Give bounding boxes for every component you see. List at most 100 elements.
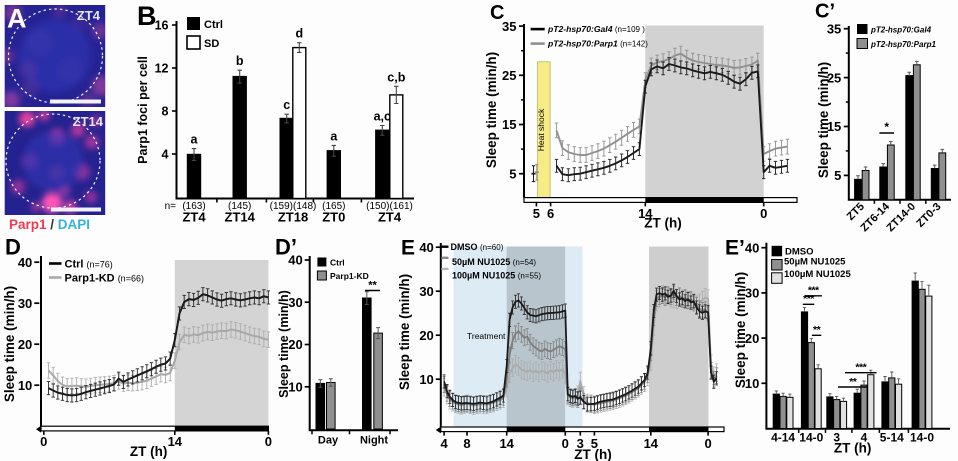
svg-text:20: 20	[288, 337, 302, 352]
svg-text:30: 30	[745, 286, 759, 301]
svg-text:ZT14: ZT14	[225, 210, 256, 225]
svg-text:DMSO (n=60): DMSO (n=60)	[451, 242, 504, 252]
svg-text:50µM NU1025 (n=54): 50µM NU1025 (n=54)	[452, 257, 536, 267]
svg-text:20: 20	[18, 337, 32, 352]
svg-text:***: ***	[808, 285, 820, 297]
svg-text:Parp1-KD (n=66): Parp1-KD (n=66)	[65, 273, 144, 285]
svg-text:(150)(161): (150)(161)	[366, 201, 413, 212]
svg-text:10: 10	[18, 378, 32, 393]
svg-text:40: 40	[18, 255, 32, 270]
svg-text:5: 5	[509, 166, 516, 181]
svg-text:ZT (h): ZT (h)	[644, 216, 681, 231]
svg-text:**: **	[368, 280, 377, 292]
svg-text:35: 35	[502, 19, 516, 34]
svg-text:Sleep time (min/h): Sleep time (min/h)	[277, 290, 291, 398]
svg-text:**: **	[813, 324, 822, 336]
svg-text:50µM NU1025: 50µM NU1025	[784, 257, 846, 268]
svg-text:***: ***	[855, 362, 867, 374]
svg-text:40: 40	[745, 240, 759, 255]
svg-text:0: 0	[760, 206, 767, 221]
svg-text:c: c	[283, 98, 290, 112]
svg-text:(145): (145)	[228, 201, 251, 212]
svg-text:pT2-hsp70:Gal4: pT2-hsp70:Gal4	[870, 25, 932, 34]
svg-text:**: **	[849, 376, 858, 388]
svg-text:Parp1 foci per cell: Parp1 foci per cell	[136, 56, 150, 164]
svg-text:35: 35	[827, 21, 841, 36]
svg-text:5: 5	[834, 168, 841, 183]
svg-text:4: 4	[861, 431, 868, 445]
svg-text:SD: SD	[204, 38, 219, 50]
svg-text:3: 3	[833, 431, 840, 445]
svg-text:ZT (h): ZT (h)	[574, 447, 611, 461]
svg-text:25: 25	[502, 68, 516, 83]
svg-text:0: 0	[562, 436, 569, 451]
svg-text:Sleep time (min/h): Sleep time (min/h)	[733, 272, 748, 388]
svg-text:14: 14	[644, 436, 659, 451]
svg-text:C: C	[490, 2, 504, 24]
svg-text:Sleep time (min/h): Sleep time (min/h)	[816, 62, 831, 178]
svg-text:c,b: c,b	[387, 70, 405, 84]
svg-text:C’: C’	[815, 1, 835, 23]
svg-text:ZT (h): ZT (h)	[834, 441, 871, 456]
svg-text:b: b	[236, 54, 244, 68]
svg-text:n=: n=	[165, 201, 177, 212]
svg-text:40: 40	[288, 253, 302, 268]
svg-text:100µM NU1025: 100µM NU1025	[784, 269, 851, 280]
svg-text:5: 5	[533, 206, 540, 221]
svg-text:D: D	[5, 235, 21, 260]
svg-text:Day: Day	[318, 435, 339, 447]
svg-text:Heat shock: Heat shock	[536, 108, 546, 151]
svg-text:6: 6	[547, 206, 554, 221]
svg-text:ZT0: ZT0	[322, 210, 345, 225]
svg-text:3: 3	[577, 436, 584, 451]
svg-text:pT2-hsp70:Parp1 (n=142): pT2-hsp70:Parp1 (n=142)	[547, 39, 648, 49]
svg-text:14: 14	[168, 434, 183, 449]
svg-text:Sleep time (min/h): Sleep time (min/h)	[2, 286, 17, 402]
svg-text:30: 30	[18, 296, 32, 311]
svg-text:40: 40	[419, 240, 433, 255]
svg-text:Parp1-KD: Parp1-KD	[330, 271, 369, 281]
svg-text:20: 20	[745, 331, 759, 346]
svg-text:Ctrl (n=76): Ctrl (n=76)	[65, 259, 113, 271]
svg-text:a: a	[191, 133, 199, 147]
svg-text:pT2-hsp70:Gal4 (n=109 ): pT2-hsp70:Gal4 (n=109 )	[547, 24, 645, 34]
svg-text:B: B	[137, 1, 157, 31]
svg-text:30: 30	[288, 295, 302, 310]
svg-text:14-0: 14-0	[910, 431, 934, 445]
svg-text:14-0: 14-0	[799, 431, 823, 445]
svg-text:4: 4	[440, 436, 448, 451]
svg-text:16: 16	[155, 19, 169, 33]
svg-text:(163): (163)	[182, 201, 205, 212]
svg-text:Parp1 / DAPI: Parp1 / DAPI	[9, 217, 90, 232]
svg-text:ZT4: ZT4	[182, 210, 206, 225]
svg-text:***: ***	[803, 293, 815, 305]
svg-text:*: *	[884, 120, 889, 134]
svg-text:ZT18: ZT18	[278, 210, 308, 225]
svg-text:ZT14-0: ZT14-0	[885, 201, 919, 235]
svg-text:10: 10	[419, 372, 433, 387]
svg-text:a: a	[330, 129, 338, 143]
svg-text:Treatment: Treatment	[467, 331, 506, 341]
svg-text:DMSO: DMSO	[785, 246, 814, 257]
svg-text:ZT4: ZT4	[378, 210, 402, 225]
svg-text:Sleep time (min/h): Sleep time (min/h)	[397, 274, 412, 390]
svg-text:5: 5	[591, 436, 598, 451]
svg-text:E: E	[401, 237, 415, 260]
svg-text:0: 0	[40, 434, 47, 449]
svg-text:(159)(148): (159)(148)	[270, 201, 317, 212]
svg-text:ZT4: ZT4	[77, 8, 101, 23]
svg-text:20: 20	[419, 328, 433, 343]
svg-text:10: 10	[288, 379, 302, 394]
svg-text:pT2-hsp70:Parp1: pT2-hsp70:Parp1	[870, 40, 936, 49]
svg-text:5-14: 5-14	[880, 431, 904, 445]
svg-text:4: 4	[162, 148, 169, 162]
svg-text:ZT (h): ZT (h)	[130, 444, 167, 459]
svg-text:0: 0	[704, 436, 711, 451]
svg-text:Night: Night	[360, 435, 388, 447]
svg-text:D’: D’	[275, 235, 297, 260]
svg-text:E’: E’	[725, 237, 745, 260]
svg-text:Ctrl: Ctrl	[330, 258, 345, 268]
svg-text:ZT14: ZT14	[73, 114, 104, 129]
svg-text:Sleep time (min/h): Sleep time (min/h)	[484, 52, 499, 168]
svg-text:12: 12	[155, 62, 169, 76]
